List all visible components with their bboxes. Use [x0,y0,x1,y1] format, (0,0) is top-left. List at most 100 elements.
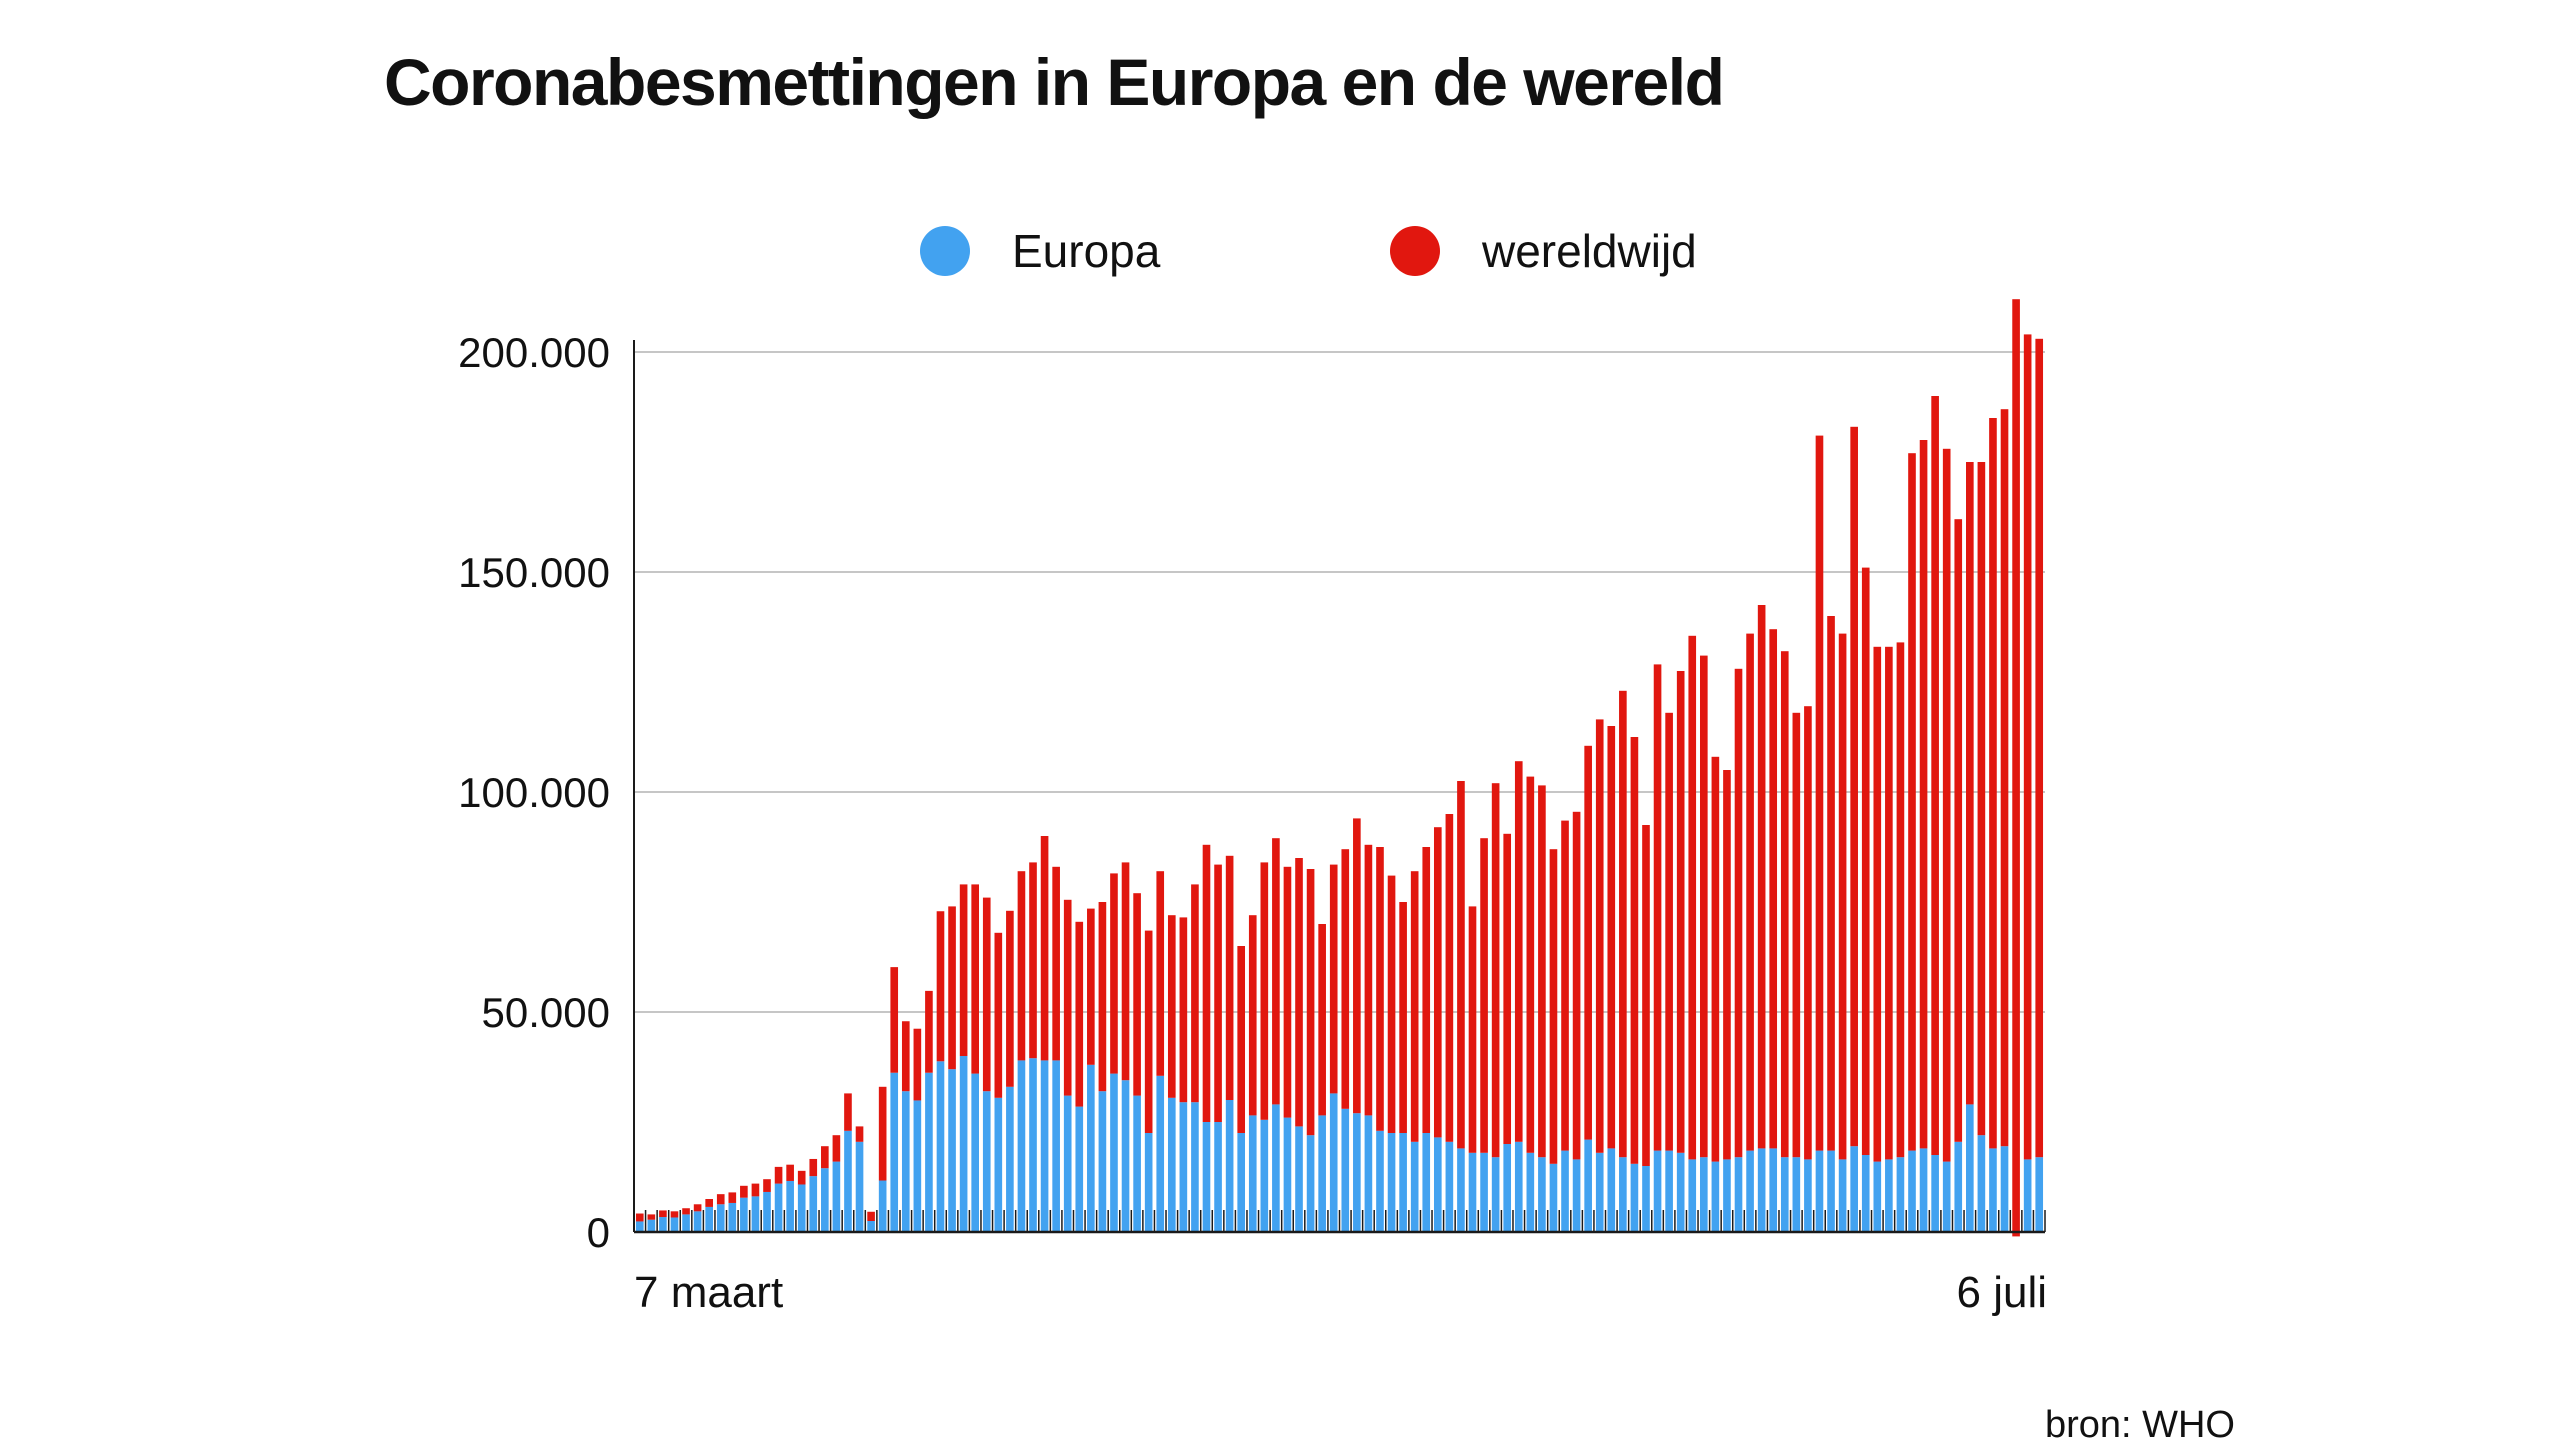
bar-wereldwijd-8-3 [647,1214,656,1220]
bar-wereldwijd-17-4 [1110,873,1118,1074]
bar-wereldwijd-1-7 [1977,462,1986,1136]
bar-europa-1-5 [1272,1104,1280,1232]
source-label: bron: WHO [2044,1404,2235,1446]
bar-wereldwijd-28-6 [1942,448,1951,1162]
bar-europa-30-6 [1966,1104,1974,1232]
bar-wereldwijd-19-5 [1480,838,1488,1153]
bar-europa-21-5 [1503,1144,1512,1232]
bar-wereldwijd-13-4 [1063,899,1072,1096]
bar-europa-7-3 [635,1221,644,1232]
bar-wereldwijd-16-3 [740,1185,748,1198]
bar-europa-11-4 [1040,1060,1049,1232]
bar-europa-18-5 [1468,1152,1477,1232]
bar-wereldwijd-21-6 [1861,567,1870,1155]
bar-europa-5-4 [971,1073,980,1232]
bar-wereldwijd-24-5 [1538,785,1546,1158]
bar-wereldwijd-17-6 [1815,435,1824,1151]
bar-europa-6-5 [1329,1093,1338,1232]
bar-europa-27-3 [867,1221,875,1232]
bar-europa-18-3 [763,1191,771,1232]
bar-wereldwijd-26-6 [1919,440,1928,1149]
y-axis-label-100000: 100.000 [458,769,610,816]
bar-europa-2-5 [1283,1117,1292,1232]
bar-wereldwijd-13-3 [705,1199,713,1207]
bar-wereldwijd-22-5 [1514,761,1523,1142]
bar-wereldwijd-9-6 [1723,770,1731,1160]
bar-wereldwijd-8-4 [1006,910,1014,1087]
bar-europa-8-5 [1353,1113,1361,1232]
bar-europa-30-5 [1607,1148,1616,1232]
bar-wereldwijd-17-3 [751,1183,760,1197]
bar-europa-24-3 [832,1161,841,1232]
bar-europa-3-5 [1295,1126,1303,1232]
bar-europa-27-4 [1225,1100,1234,1232]
bar-europa-9-4 [1017,1060,1026,1232]
bar-wereldwijd-27-3 [867,1211,875,1221]
bar-europa-2-7 [1989,1148,1997,1232]
bar-wereldwijd-14-4 [1075,921,1084,1107]
bar-europa-20-6 [1850,1146,1858,1232]
bar-europa-5-6 [1676,1152,1685,1232]
bar-wereldwijd-24-4 [1191,884,1199,1103]
x-axis-start-label: 7 maart [634,1268,784,1317]
bar-europa-28-3 [878,1180,887,1232]
bar-wereldwijd-10-6 [1734,668,1743,1158]
bar-europa-7-5 [1341,1108,1350,1232]
bar-wereldwijd-30-6 [1966,462,1974,1105]
bar-wereldwijd-29-3 [890,967,899,1073]
bar-wereldwijd-18-3 [763,1179,771,1192]
bar-europa-2-6 [1642,1166,1650,1232]
bar-wereldwijd-15-6 [1792,712,1801,1158]
bar-wereldwijd-3-7 [2000,409,2009,1147]
bar-europa-22-3 [809,1176,818,1232]
bar-wereldwijd-1-6 [1630,737,1639,1164]
bar-europa-31-5 [1619,1157,1627,1232]
bar-europa-14-6 [1780,1157,1789,1232]
bar-europa-9-5 [1364,1115,1373,1232]
bar-wereldwijd-20-3 [786,1164,794,1181]
bar-europa-27-5 [1572,1159,1581,1232]
bar-europa-20-5 [1491,1157,1500,1232]
bar-europa-28-4 [1237,1133,1246,1232]
bar-wereldwijd-13-6 [1769,629,1778,1149]
bar-wereldwijd-5-5 [1318,924,1326,1116]
bar-wereldwijd-1-5 [1272,838,1280,1105]
bar-wereldwijd-6-4 [982,897,991,1092]
bar-wereldwijd-4-4 [959,884,968,1056]
bar-wereldwijd-4-6 [1665,712,1673,1151]
bar-wereldwijd-2-5 [1283,866,1292,1118]
bar-wereldwijd-11-5 [1387,875,1396,1133]
bar-wereldwijd-27-4 [1225,855,1234,1100]
bar-europa-12-4 [1052,1060,1060,1232]
bar-wereldwijd-24-6 [1896,642,1905,1158]
bar-europa-1-7 [1977,1135,1986,1232]
bar-europa-24-4 [1191,1102,1199,1232]
bar-wereldwijd-14-6 [1780,651,1789,1158]
bar-wereldwijd-2-7 [1989,418,1997,1149]
bar-wereldwijd-27-5 [1572,811,1581,1160]
bar-europa-14-5 [1422,1133,1431,1232]
bar-europa-26-3 [855,1141,864,1232]
legend-item-wereldwijd: wereldwijd [1390,224,1697,278]
bar-wereldwijd-23-4 [1179,917,1188,1103]
bar-wereldwijd-21-3 [797,1170,806,1185]
page-title: Coronabesmettingen in Europa en de werel… [384,45,1725,119]
bar-europa-9-3 [659,1217,667,1232]
bar-europa-6-6 [1688,1159,1697,1232]
bar-europa-29-4 [1248,1115,1257,1232]
bar-europa-26-4 [1214,1122,1222,1232]
bar-europa-22-4 [1167,1097,1176,1232]
bar-wereldwijd-21-4 [1156,871,1165,1076]
bar-europa-6-7 [2035,1157,2044,1232]
bar-europa-14-3 [716,1204,725,1232]
bar-wereldwijd-25-6 [1908,453,1916,1151]
bar-europa-11-5 [1387,1133,1396,1232]
bar-wereldwijd-3-6 [1653,664,1662,1151]
bar-wereldwijd-20-5 [1491,783,1500,1158]
y-axis-label-0: 0 [587,1209,610,1256]
y-axis-label-200000: 200.000 [458,329,610,376]
bar-europa-16-6 [1804,1159,1812,1232]
legend-label-europa: Europa [1012,225,1161,277]
